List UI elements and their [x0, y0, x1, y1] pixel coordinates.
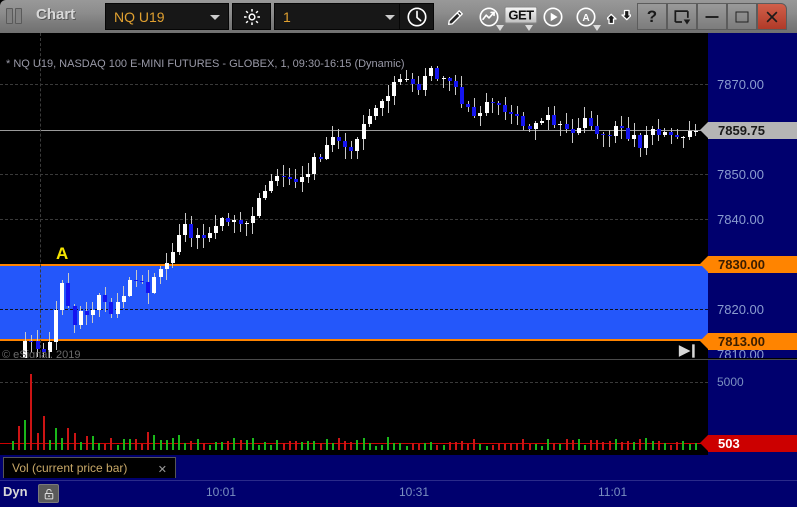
svg-text:A: A	[582, 13, 590, 24]
